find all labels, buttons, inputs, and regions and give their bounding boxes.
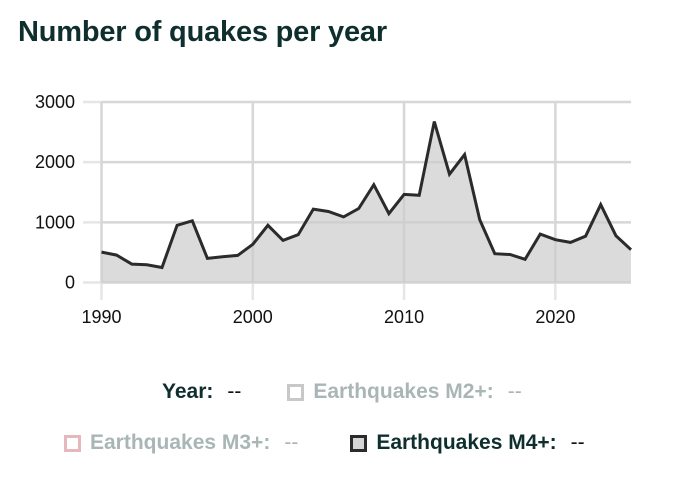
data-point-2007: [357, 207, 360, 210]
data-point-1993: [145, 263, 148, 266]
legend-value-m3: --: [284, 431, 299, 454]
data-point-2025: [630, 248, 633, 251]
data-point-2011: [418, 194, 421, 197]
y-tick-label-1000: 1000: [35, 212, 75, 232]
data-point-2009: [387, 212, 390, 215]
data-point-1995: [176, 224, 179, 227]
legend-year: Year: --: [162, 380, 241, 404]
legend-item-m4[interactable]: Earthquakes M4+: --: [350, 431, 585, 455]
legend-value-m2: --: [507, 380, 522, 403]
data-point-1990: [100, 251, 103, 254]
legend-label-m4[interactable]: Earthquakes M4+:: [376, 431, 557, 454]
chart-title: Number of quakes per year: [18, 16, 387, 48]
data-point-2018: [524, 258, 527, 261]
data-point-1991: [115, 254, 118, 257]
data-point-2000: [251, 243, 254, 246]
data-point-1998: [221, 255, 224, 258]
y-tick-label-3000: 3000: [35, 92, 75, 112]
data-point-2005: [327, 210, 330, 213]
y-axis-ticks: 0 1000 2000 3000: [35, 92, 75, 293]
data-point-2002: [282, 239, 285, 242]
data-point-2001: [266, 224, 269, 227]
data-point-2023: [599, 203, 602, 206]
legend-row-2: Earthquakes M3+: -- Earthquakes M4+: --: [64, 431, 585, 455]
x-tick-label-2020: 2020: [535, 307, 575, 327]
data-point-2021: [569, 241, 572, 244]
grid-overlay: [100, 100, 631, 284]
m4-checkbox-icon[interactable]: [350, 434, 368, 452]
x-tick-label-1990: 1990: [81, 307, 121, 327]
legend-value-m4: --: [570, 431, 585, 454]
data-point-2014: [463, 153, 466, 156]
data-point-2016: [493, 252, 496, 255]
legend-item-m2[interactable]: Earthquakes M2+: --: [287, 380, 522, 404]
year-value: --: [227, 380, 242, 403]
data-point-2010: [403, 193, 406, 196]
data-point-2004: [312, 208, 315, 211]
legend-row-1: Year: -- Earthquakes M2+: --: [162, 380, 522, 404]
data-point-1992: [130, 263, 133, 266]
data-point-2024: [614, 234, 617, 237]
legend-item-m3[interactable]: Earthquakes M3+: --: [64, 431, 298, 455]
data-point-2008: [372, 183, 375, 186]
data-point-2015: [478, 218, 481, 221]
x-tick-label-2010: 2010: [384, 307, 424, 327]
data-point-2019: [539, 233, 542, 236]
data-point-2017: [508, 253, 511, 256]
m3-checkbox-icon[interactable]: [64, 434, 81, 452]
year-label: Year:: [162, 380, 214, 403]
data-point-2022: [584, 235, 587, 238]
quakes-area-chart[interactable]: 0 1000 2000 3000 1990 2000 2010 2020: [0, 0, 690, 350]
series-line-m4: [101, 121, 633, 270]
data-point-1994: [161, 266, 164, 269]
y-tick-label-0: 0: [65, 273, 75, 293]
data-point-1999: [236, 254, 239, 257]
series-area-m4: [101, 121, 631, 283]
data-point-1996: [191, 219, 194, 222]
m2-checkbox-icon[interactable]: [287, 383, 305, 401]
data-point-2012: [433, 120, 436, 123]
data-point-2013: [448, 173, 451, 176]
data-point-2020: [554, 238, 557, 241]
y-tick-label-2000: 2000: [35, 152, 75, 172]
data-point-2003: [297, 233, 300, 236]
data-point-2006: [342, 215, 345, 218]
x-tick-label-2000: 2000: [233, 307, 273, 327]
x-axis-ticks: 1990 2000 2010 2020: [81, 307, 575, 327]
data-point-1997: [206, 257, 209, 260]
legend-label-m2[interactable]: Earthquakes M2+:: [313, 380, 494, 403]
legend-label-m3[interactable]: Earthquakes M3+:: [90, 431, 271, 454]
